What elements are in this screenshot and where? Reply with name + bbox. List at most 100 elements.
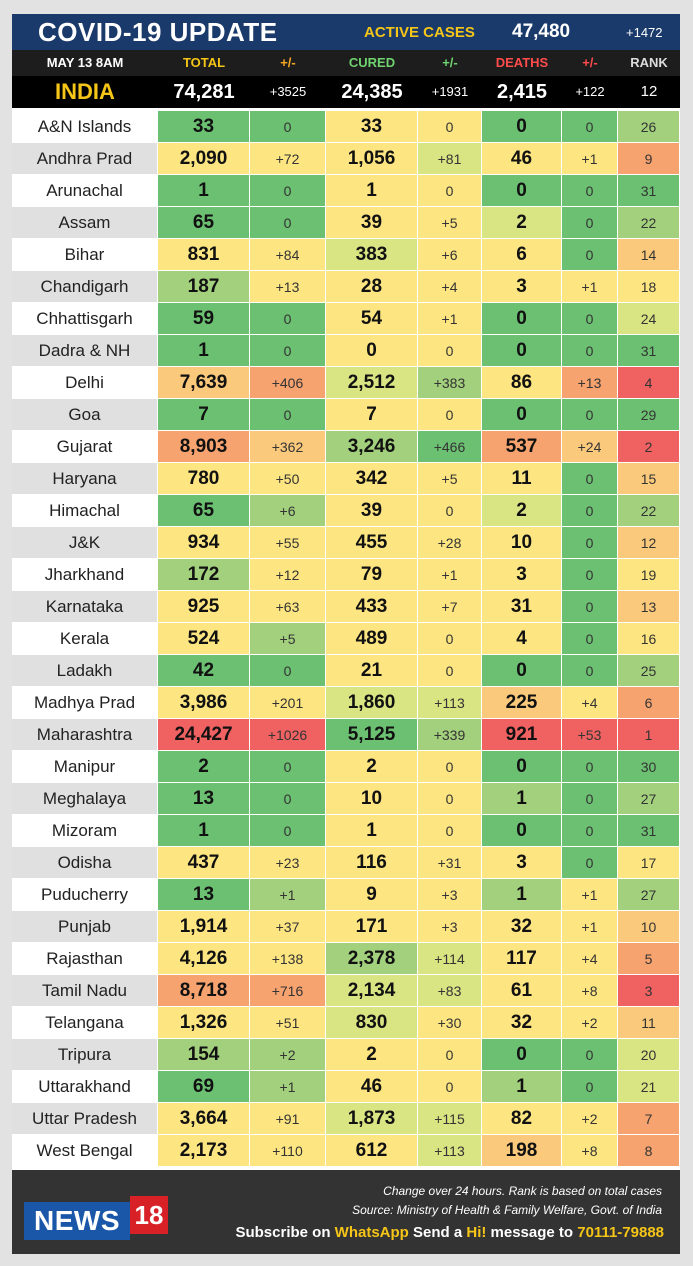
footer-note-change: Change over 24 hours. Rank is based on t… — [383, 1184, 662, 1198]
state-name: Assam — [12, 207, 158, 238]
table-row: Chhattisgarh 59 0 54 +1 0 0 24 — [12, 303, 680, 334]
state-name: Chhattisgarh — [12, 303, 158, 334]
state-total: 1,914 — [158, 911, 250, 942]
phone-number: 70111-79888 — [577, 1224, 664, 1241]
state-total: 4,126 — [158, 943, 250, 974]
state-name: Arunachal — [12, 175, 158, 206]
table-row: Tamil Nadu 8,718 +716 2,134 +83 61 +8 3 — [12, 975, 680, 1006]
state-total: 33 — [158, 111, 250, 142]
state-cured-change: 0 — [418, 495, 482, 526]
state-name: Goa — [12, 399, 158, 430]
state-name: Meghalaya — [12, 783, 158, 814]
state-rank: 27 — [618, 783, 680, 814]
state-total-change: +63 — [250, 591, 326, 622]
state-rank: 12 — [618, 527, 680, 558]
state-deaths: 117 — [482, 943, 562, 974]
state-total-change: +50 — [250, 463, 326, 494]
state-deaths-change: 0 — [562, 751, 618, 782]
subscribe-line: Subscribe on WhatsApp Send a Hi! message… — [235, 1224, 664, 1241]
state-deaths: 0 — [482, 335, 562, 366]
state-cured: 1,860 — [326, 687, 418, 718]
header-total-change: +/- — [280, 55, 296, 70]
table-row: Ladakh 42 0 21 0 0 0 25 — [12, 655, 680, 686]
state-cured: 1 — [326, 175, 418, 206]
state-total: 65 — [158, 207, 250, 238]
footer: NEWS 18 Change over 24 hours. Rank is ba… — [12, 1170, 680, 1254]
state-deaths-change: 0 — [562, 239, 618, 270]
state-total: 925 — [158, 591, 250, 622]
state-total-change: +406 — [250, 367, 326, 398]
state-rank: 3 — [618, 975, 680, 1006]
header-cured-change: +/- — [442, 55, 458, 70]
state-total-change: +1 — [250, 879, 326, 910]
state-name: Madhya Prad — [12, 687, 158, 718]
state-total-change: +12 — [250, 559, 326, 590]
footer-note-source: Source: Ministry of Health & Family Welf… — [352, 1203, 662, 1217]
state-cured: 28 — [326, 271, 418, 302]
state-deaths-change: 0 — [562, 335, 618, 366]
state-cured-change: +113 — [418, 1135, 482, 1166]
state-total: 172 — [158, 559, 250, 590]
table-row: Punjab 1,914 +37 171 +3 32 +1 10 — [12, 911, 680, 942]
state-rank: 21 — [618, 1071, 680, 1102]
state-deaths-change: 0 — [562, 591, 618, 622]
state-deaths-change: 0 — [562, 463, 618, 494]
state-cured-change: 0 — [418, 751, 482, 782]
state-cured: 1,056 — [326, 143, 418, 174]
state-rank: 29 — [618, 399, 680, 430]
state-deaths-change: +1 — [562, 271, 618, 302]
state-deaths: 0 — [482, 1039, 562, 1070]
state-total-change: +84 — [250, 239, 326, 270]
news18-logo: NEWS 18 — [24, 1196, 168, 1240]
state-deaths-change: 0 — [562, 175, 618, 206]
state-cured: 9 — [326, 879, 418, 910]
header-date: MAY 13 8AM — [46, 55, 124, 70]
state-deaths: 0 — [482, 399, 562, 430]
state-name: Chandigarh — [12, 271, 158, 302]
state-rank: 31 — [618, 175, 680, 206]
table-row: A&N Islands 33 0 33 0 0 0 26 — [12, 111, 680, 142]
state-total: 154 — [158, 1039, 250, 1070]
state-total: 13 — [158, 879, 250, 910]
state-deaths: 0 — [482, 815, 562, 846]
column-header-row: MAY 13 8AM TOTAL +/- CURED +/- DEATHS +/… — [12, 50, 680, 76]
state-rank: 7 — [618, 1103, 680, 1134]
logo-18-text: 18 — [130, 1196, 168, 1234]
india-total-change: +3525 — [269, 84, 307, 99]
state-total-change: +51 — [250, 1007, 326, 1038]
state-cured-change: +5 — [418, 463, 482, 494]
table-row: Dadra & NH 1 0 0 0 0 0 31 — [12, 335, 680, 366]
table-row: J&K 934 +55 455 +28 10 0 12 — [12, 527, 680, 558]
state-deaths-change: 0 — [562, 1039, 618, 1070]
state-rank: 31 — [618, 815, 680, 846]
state-cured-change: +115 — [418, 1103, 482, 1134]
hi-text: Hi! — [466, 1224, 487, 1241]
state-total: 3,664 — [158, 1103, 250, 1134]
state-rank: 20 — [618, 1039, 680, 1070]
state-deaths: 1 — [482, 879, 562, 910]
table-row: Haryana 780 +50 342 +5 11 0 15 — [12, 463, 680, 494]
state-total-change: 0 — [250, 783, 326, 814]
state-rank: 2 — [618, 431, 680, 462]
state-total: 831 — [158, 239, 250, 270]
state-name: Punjab — [12, 911, 158, 942]
state-total-change: +362 — [250, 431, 326, 462]
state-total: 2,090 — [158, 143, 250, 174]
table-row: Puducherry 13 +1 9 +3 1 +1 27 — [12, 879, 680, 910]
subscribe-prefix: Subscribe on — [235, 1224, 335, 1241]
active-cases-value: 47,480 — [512, 21, 571, 42]
state-cured: 2 — [326, 1039, 418, 1070]
state-name: Karnataka — [12, 591, 158, 622]
state-cured-change: +28 — [418, 527, 482, 558]
state-deaths: 6 — [482, 239, 562, 270]
state-rank: 17 — [618, 847, 680, 878]
state-rank: 25 — [618, 655, 680, 686]
header-deaths: DEATHS — [495, 55, 549, 70]
state-total: 524 — [158, 623, 250, 654]
state-cured-change: 0 — [418, 399, 482, 430]
state-deaths: 3 — [482, 559, 562, 590]
state-deaths-change: 0 — [562, 655, 618, 686]
state-total-change: +55 — [250, 527, 326, 558]
state-deaths-change: +2 — [562, 1103, 618, 1134]
state-total: 59 — [158, 303, 250, 334]
